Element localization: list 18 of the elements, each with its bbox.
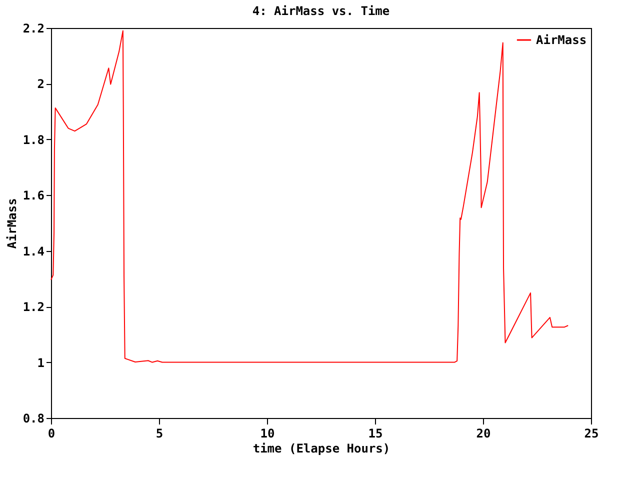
y-tick-label: 0.8: [22, 412, 44, 426]
y-axis-title: AirMass: [4, 198, 19, 249]
y-tick-label: 1: [37, 356, 44, 370]
y-tick-label: 2.2: [22, 22, 44, 36]
x-axis-title: time (Elapse Hours): [252, 442, 390, 456]
x-tick-label: 15: [368, 426, 383, 440]
x-tick-label: 5: [156, 426, 164, 440]
y-tick-label: 1.8: [22, 132, 44, 147]
x-tick-label: 20: [476, 426, 491, 440]
x-tick-label: 0: [48, 426, 56, 440]
legend-label: AirMass: [536, 33, 587, 47]
y-tick-label: 1.2: [22, 300, 44, 314]
y-tick-label: 2: [37, 77, 44, 92]
y-tick-label: 1.6: [22, 188, 44, 203]
x-tick-label: 10: [260, 426, 275, 440]
y-tick-label: 1.4: [22, 244, 44, 258]
x-tick-label: 25: [584, 426, 599, 440]
chart-title: 4: AirMass vs. Time: [252, 4, 390, 18]
